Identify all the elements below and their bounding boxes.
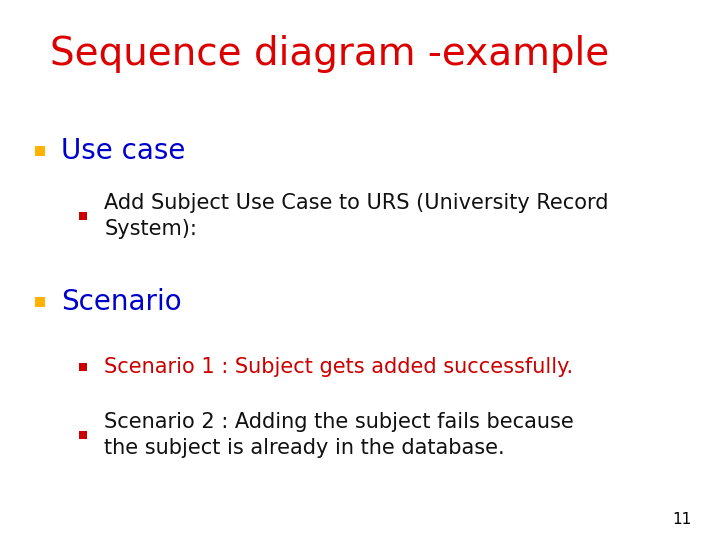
Text: 11: 11 xyxy=(672,511,691,526)
Text: Sequence diagram -example: Sequence diagram -example xyxy=(50,35,610,73)
Text: Scenario 2 : Adding the subject fails because
the subject is already in the data: Scenario 2 : Adding the subject fails be… xyxy=(104,412,574,457)
Text: Add Subject Use Case to URS (University Record
System):: Add Subject Use Case to URS (University … xyxy=(104,193,609,239)
Text: Scenario: Scenario xyxy=(61,288,182,316)
Text: Scenario 1 : Subject gets added successfully.: Scenario 1 : Subject gets added successf… xyxy=(104,357,574,377)
Text: Use case: Use case xyxy=(61,137,186,165)
